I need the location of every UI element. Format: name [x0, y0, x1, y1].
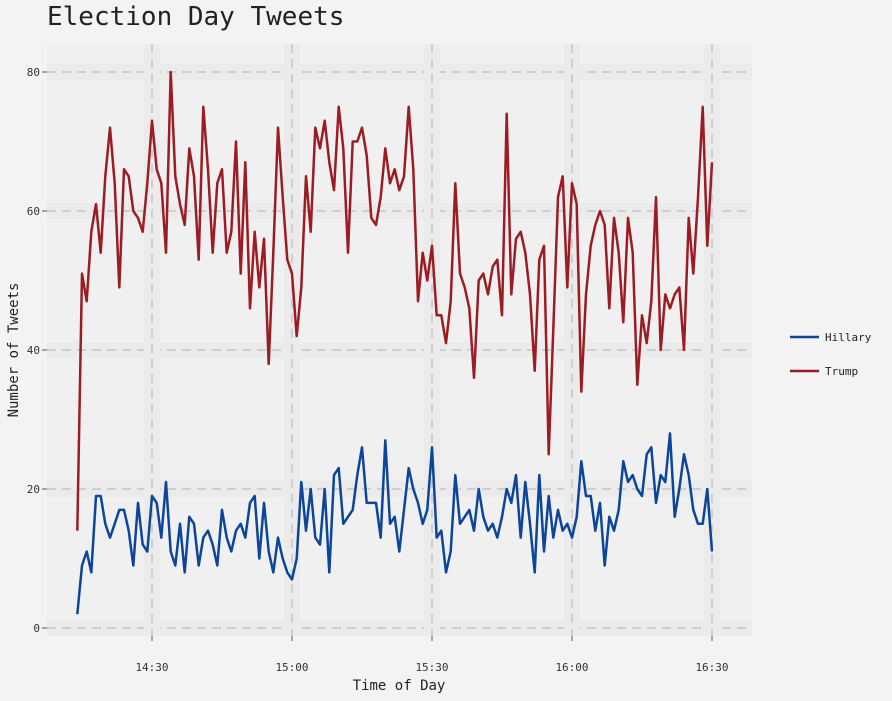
x-grid-band — [144, 44, 160, 636]
y-axis-title: Number of Tweets — [6, 283, 22, 418]
x-tick-label: 16:00 — [555, 661, 588, 674]
x-grid-band — [564, 44, 580, 636]
x-tick-label: 16:30 — [695, 661, 728, 674]
chart-title: Election Day Tweets — [47, 2, 345, 32]
legend-box — [784, 318, 884, 388]
legend: Hillary Trump — [784, 318, 884, 388]
series-lines — [76, 70, 714, 615]
y-tick-label: 80 — [27, 66, 40, 79]
x-grid-band — [284, 44, 300, 636]
x-tick-label: 14:30 — [135, 661, 168, 674]
x-tick-labels: 14:30 15:00 15:30 16:00 16:30 — [135, 636, 729, 674]
y-tick-label: 0 — [33, 622, 40, 635]
y-tick-label: 40 — [27, 344, 40, 357]
x-tick-label: 15:30 — [415, 661, 448, 674]
legend-label-hillary: Hillary — [825, 331, 872, 344]
y-tick-label: 20 — [27, 483, 40, 496]
series-line-trump — [76, 70, 714, 531]
series-line-hillary — [76, 432, 714, 615]
y-tick-labels: 0 20 40 60 80 — [27, 66, 47, 635]
x-tick-label: 15:00 — [275, 661, 308, 674]
x-axis-title: Time of Day — [353, 678, 446, 694]
y-tick-label: 60 — [27, 205, 40, 218]
legend-label-trump: Trump — [825, 365, 858, 378]
